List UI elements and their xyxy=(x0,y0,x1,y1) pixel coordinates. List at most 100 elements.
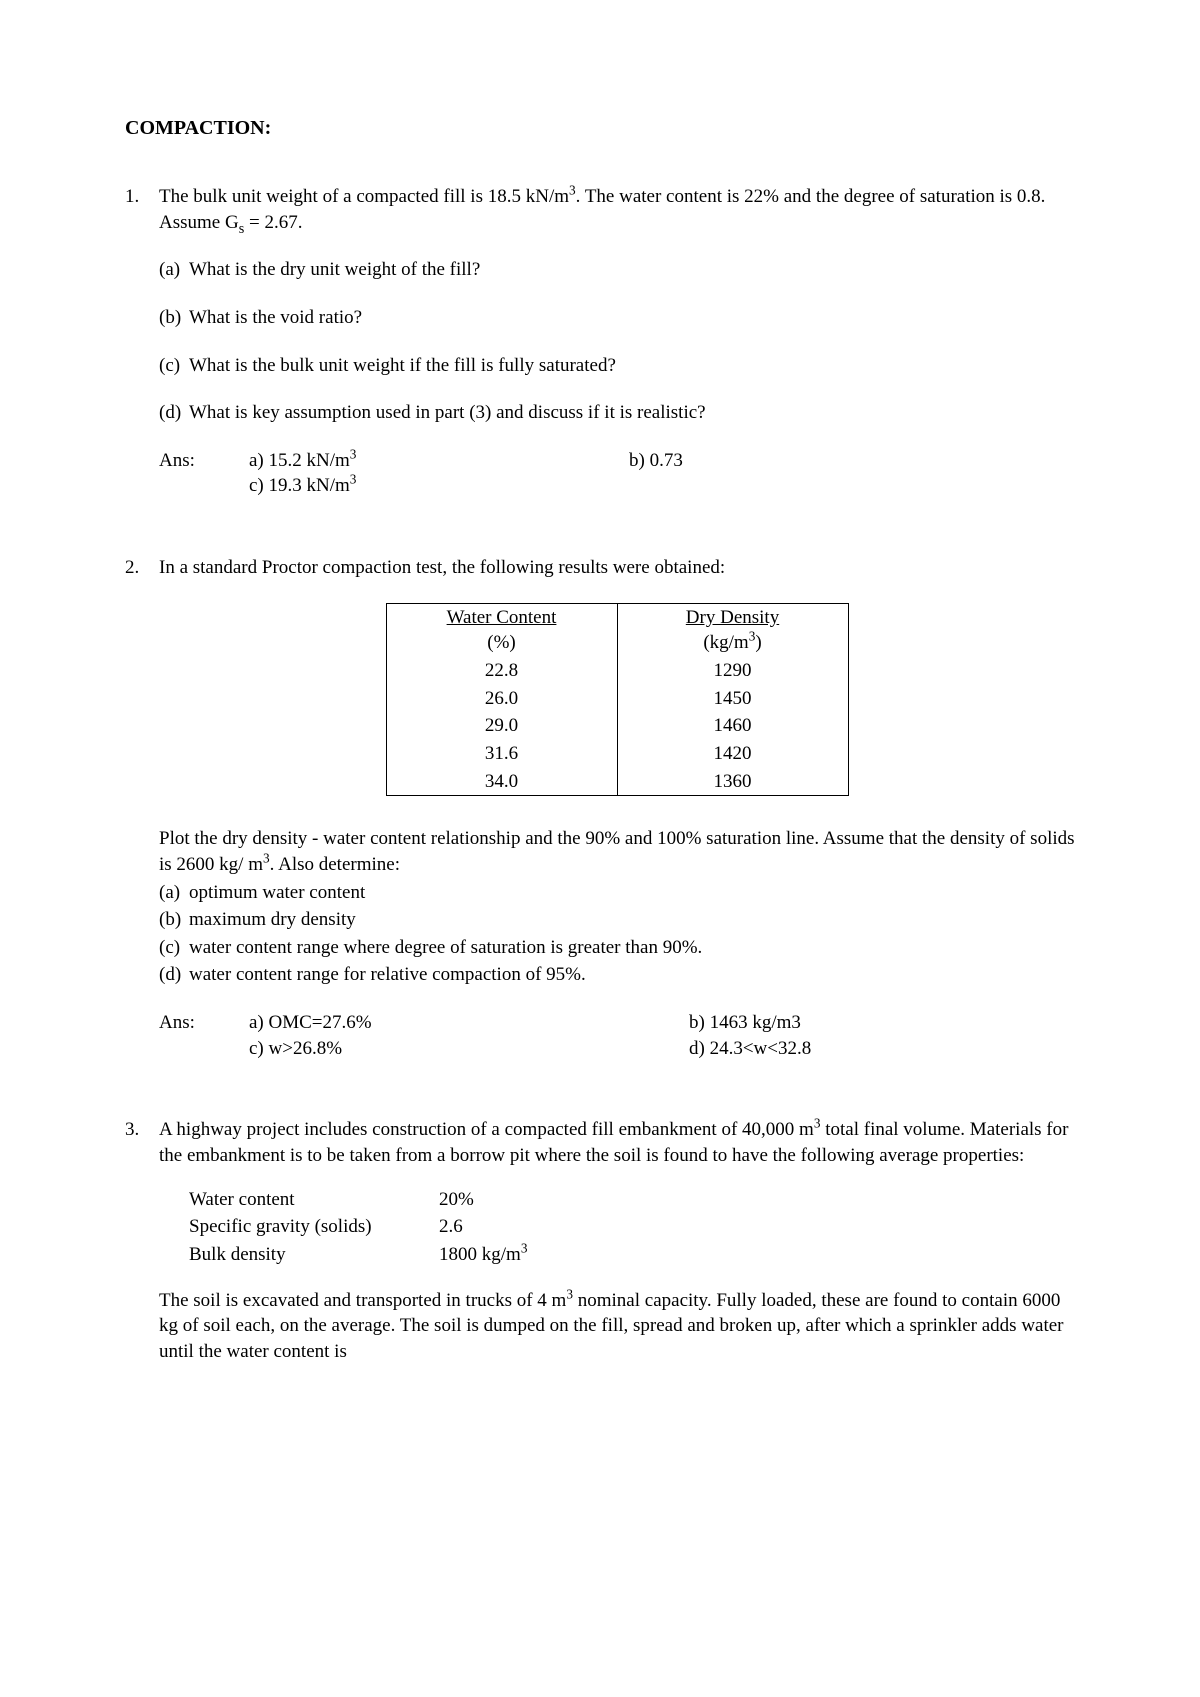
cell: 26.0 xyxy=(386,685,617,713)
answer-c: c) w>26.8% xyxy=(249,1036,689,1062)
cell: 31.6 xyxy=(386,740,617,768)
subpart-text: What is key assumption used in part (3) … xyxy=(189,400,706,426)
answer-c: c) 19.3 kN/m3 xyxy=(249,473,629,499)
subpart-letter: (a) xyxy=(159,880,189,906)
cell: 1360 xyxy=(617,768,848,796)
problem-3-stem: A highway project includes construction … xyxy=(159,1117,1075,1168)
text: c) 19.3 kN/m xyxy=(249,475,350,496)
subpart-b: (b) What is the void ratio? xyxy=(159,305,1075,331)
text: = 2.67. xyxy=(244,212,302,233)
answer-col-right: b) 1463 kg/m3 d) 24.3<w<32.8 xyxy=(689,1010,1075,1061)
property-key: Water content xyxy=(189,1187,439,1213)
column-header: Water Content xyxy=(447,607,557,628)
answer-row: Ans: a) OMC=27.6% c) w>26.8% b) 1463 kg/… xyxy=(159,1010,1075,1061)
answer-col-left: a) 15.2 kN/m3 c) 19.3 kN/m3 xyxy=(249,448,629,499)
answer-b: b) 1463 kg/m3 xyxy=(689,1010,1075,1036)
answer-row: Ans: a) 15.2 kN/m3 c) 19.3 kN/m3 b) 0.73 xyxy=(159,448,1075,499)
text: The bulk unit weight of a compacted fill… xyxy=(159,186,569,207)
answer-label: Ans: xyxy=(159,448,249,499)
cell: 29.0 xyxy=(386,712,617,740)
superscript: 3 xyxy=(569,183,576,198)
text: . Also determine: xyxy=(270,854,400,875)
problem-3: 3. A highway project includes constructi… xyxy=(125,1117,1075,1364)
table-row: 34.01360 xyxy=(386,768,848,796)
table-row: 26.01450 xyxy=(386,685,848,713)
table-row: 29.01460 xyxy=(386,712,848,740)
property-row: Water content 20% xyxy=(189,1187,1075,1213)
subpart-text: What is the void ratio? xyxy=(189,305,362,331)
table-header-cell: Water Content (%) xyxy=(386,603,617,657)
column-unit: (kg/m3) xyxy=(703,632,761,653)
problem-number: 2. xyxy=(125,555,159,1061)
property-value: 1800 kg/m3 xyxy=(439,1242,527,1268)
problem-number: 1. xyxy=(125,184,159,499)
superscript: 3 xyxy=(566,1286,573,1301)
property-list: Water content 20% Specific gravity (soli… xyxy=(189,1187,1075,1268)
subpart-text: maximum dry density xyxy=(189,907,356,933)
superscript: 3 xyxy=(350,472,357,487)
subpart-c: (c) What is the bulk unit weight if the … xyxy=(159,353,1075,379)
subpart-letter: (c) xyxy=(159,353,189,379)
problem-2: 2. In a standard Proctor compaction test… xyxy=(125,555,1075,1061)
problem-3-tail: The soil is excavated and transported in… xyxy=(159,1288,1075,1365)
cell: 1420 xyxy=(617,740,848,768)
answer-label: Ans: xyxy=(159,1010,249,1061)
cell: 1290 xyxy=(617,657,848,685)
property-value: 20% xyxy=(439,1187,474,1213)
problem-1-stem: The bulk unit weight of a compacted fill… xyxy=(159,184,1075,235)
property-key: Bulk density xyxy=(189,1242,439,1268)
problem-1: 1. The bulk unit weight of a compacted f… xyxy=(125,184,1075,499)
problem-2-paragraph: Plot the dry density - water content rel… xyxy=(159,826,1075,877)
property-key: Specific gravity (solids) xyxy=(189,1214,439,1240)
subpart-c: (c)water content range where degree of s… xyxy=(159,935,1075,961)
subpart-b: (b)maximum dry density xyxy=(159,907,1075,933)
property-value: 2.6 xyxy=(439,1214,463,1240)
subpart-text: water content range where degree of satu… xyxy=(189,935,702,961)
table-row: 31.61420 xyxy=(386,740,848,768)
problem-2-stem: In a standard Proctor compaction test, t… xyxy=(159,555,1075,581)
text: A highway project includes construction … xyxy=(159,1119,814,1140)
problem-2-subparts: (a)optimum water content (b)maximum dry … xyxy=(159,880,1075,989)
subpart-text: What is the dry unit weight of the fill? xyxy=(189,257,480,283)
answer-a: a) 15.2 kN/m3 xyxy=(249,448,629,474)
subpart-letter: (d) xyxy=(159,962,189,988)
section-title: COMPACTION: xyxy=(125,115,1075,142)
text: (kg/m xyxy=(703,632,748,653)
subpart-letter: (b) xyxy=(159,305,189,331)
subpart-text: water content range for relative compact… xyxy=(189,962,586,988)
subpart-a: (a)optimum water content xyxy=(159,880,1075,906)
answer-col-left: a) OMC=27.6% c) w>26.8% xyxy=(249,1010,689,1061)
cell: 1450 xyxy=(617,685,848,713)
subpart-a: (a) What is the dry unit weight of the f… xyxy=(159,257,1075,283)
answer-columns: a) 15.2 kN/m3 c) 19.3 kN/m3 b) 0.73 xyxy=(249,448,1075,499)
superscript: 3 xyxy=(350,447,357,462)
text: The soil is excavated and transported in… xyxy=(159,1290,566,1311)
subpart-text: optimum water content xyxy=(189,880,365,906)
answer-b: b) 0.73 xyxy=(629,448,1075,474)
subpart-text: What is the bulk unit weight if the fill… xyxy=(189,353,616,379)
answer-a: a) OMC=27.6% xyxy=(249,1010,689,1036)
problem-body: In a standard Proctor compaction test, t… xyxy=(159,555,1075,1061)
superscript: 3 xyxy=(521,1241,528,1256)
text: a) 15.2 kN/m xyxy=(249,450,350,471)
property-row: Specific gravity (solids) 2.6 xyxy=(189,1214,1075,1240)
superscript: 3 xyxy=(263,851,270,866)
answer-col-right: b) 0.73 xyxy=(629,448,1075,499)
problem-number: 3. xyxy=(125,1117,159,1364)
subpart-letter: (c) xyxy=(159,935,189,961)
answer-columns: a) OMC=27.6% c) w>26.8% b) 1463 kg/m3 d)… xyxy=(249,1010,1075,1061)
property-row: Bulk density 1800 kg/m3 xyxy=(189,1242,1075,1268)
proctor-table: Water Content (%) Dry Density (kg/m3) 22… xyxy=(386,603,849,796)
subpart-letter: (d) xyxy=(159,400,189,426)
cell: 34.0 xyxy=(386,768,617,796)
cell: 22.8 xyxy=(386,657,617,685)
answer-d: d) 24.3<w<32.8 xyxy=(689,1036,1075,1062)
column-unit: (%) xyxy=(487,632,515,653)
column-header: Dry Density xyxy=(686,607,779,628)
subpart-d: (d)water content range for relative comp… xyxy=(159,962,1075,988)
subpart-letter: (a) xyxy=(159,257,189,283)
table-header-cell: Dry Density (kg/m3) xyxy=(617,603,848,657)
subpart-letter: (b) xyxy=(159,907,189,933)
problem-body: A highway project includes construction … xyxy=(159,1117,1075,1364)
subpart-d: (d) What is key assumption used in part … xyxy=(159,400,1075,426)
